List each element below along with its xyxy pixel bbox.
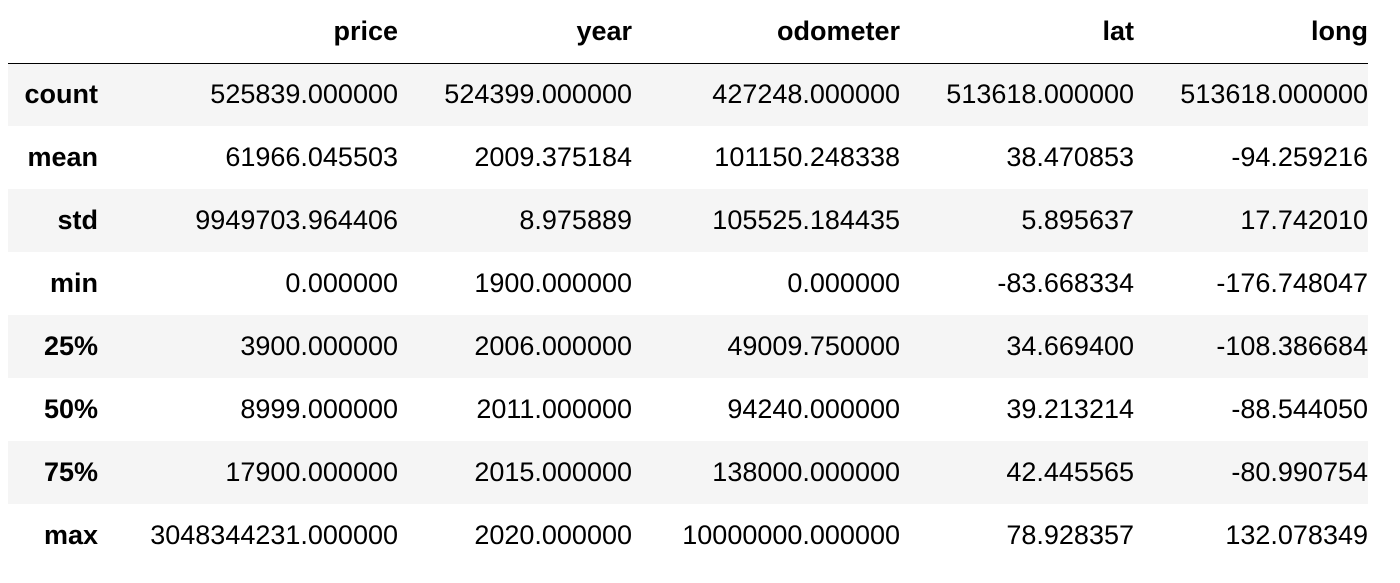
table-cell: 42.445565 bbox=[1006, 457, 1134, 487]
table-cell: 138000.000000 bbox=[712, 457, 900, 487]
table-row: max 3048344231.000000 2020.000000 100000… bbox=[8, 504, 1368, 567]
table-row: 75% 17900.000000 2015.000000 138000.0000… bbox=[8, 441, 1368, 504]
row-label: std bbox=[57, 205, 99, 235]
table-cell: 34.669400 bbox=[1006, 331, 1134, 361]
table-cell: 3048344231.000000 bbox=[150, 520, 398, 550]
column-header-long: long bbox=[1134, 0, 1368, 64]
table-cell: 0.000000 bbox=[787, 268, 900, 298]
table-cell: 101150.248338 bbox=[714, 142, 900, 172]
table-cell: 524399.000000 bbox=[444, 79, 632, 110]
column-header-price: price bbox=[98, 0, 398, 64]
table-cell: 9949703.964406 bbox=[195, 205, 398, 235]
table-cell: 2009.375184 bbox=[474, 142, 632, 172]
table-cell: -108.386684 bbox=[1216, 331, 1368, 361]
table-cell: 427248.000000 bbox=[712, 79, 900, 110]
table-row: mean 61966.045503 2009.375184 101150.248… bbox=[8, 126, 1368, 189]
row-label: mean bbox=[27, 142, 98, 172]
table-cell: 38.470853 bbox=[1006, 142, 1134, 172]
table-row: 50% 8999.000000 2011.000000 94240.000000… bbox=[8, 378, 1368, 441]
table-cell: 39.213214 bbox=[1006, 394, 1134, 424]
column-header-lat: lat bbox=[900, 0, 1134, 64]
table-cell: -94.259216 bbox=[1231, 142, 1368, 172]
row-label: count bbox=[24, 79, 99, 110]
table-cell: 5.895637 bbox=[1021, 205, 1134, 235]
table-cell: 105525.184435 bbox=[712, 205, 900, 235]
table-row: std 9949703.964406 8.975889 105525.18443… bbox=[8, 189, 1368, 252]
header-row: price year odometer lat long bbox=[8, 0, 1368, 64]
row-label: min bbox=[49, 268, 98, 298]
index-header bbox=[8, 0, 98, 64]
table-cell: 525839.000000 bbox=[210, 79, 398, 110]
table-cell: 513618.000000 bbox=[1180, 79, 1368, 110]
table-cell: 8.975889 bbox=[519, 205, 632, 235]
table-cell: 8999.000000 bbox=[240, 394, 398, 424]
table-cell: 3900.000000 bbox=[240, 331, 398, 361]
table-cell: 49009.750000 bbox=[727, 331, 900, 361]
table-cell: -83.668334 bbox=[997, 268, 1134, 298]
table-row: 25% 3900.000000 2006.000000 49009.750000… bbox=[8, 315, 1368, 378]
table-header: price year odometer lat long bbox=[8, 0, 1368, 64]
table-cell: 513618.000000 bbox=[946, 79, 1134, 110]
table-cell: -88.544050 bbox=[1231, 394, 1368, 424]
dataframe-table: price year odometer lat long count 52583… bbox=[8, 0, 1368, 567]
table-cell: 132.078349 bbox=[1225, 520, 1368, 550]
table-cell: 10000000.000000 bbox=[682, 520, 900, 550]
column-header-year: year bbox=[398, 0, 632, 64]
table-cell: 17.742010 bbox=[1240, 205, 1368, 235]
row-label: 25% bbox=[43, 331, 98, 361]
table-cell: 94240.000000 bbox=[727, 394, 900, 424]
table-cell: 2015.000000 bbox=[474, 457, 632, 487]
table-row: min 0.000000 1900.000000 0.000000 -83.66… bbox=[8, 252, 1368, 315]
column-header-odometer: odometer bbox=[632, 0, 900, 64]
table-cell: 1900.000000 bbox=[474, 268, 632, 298]
table-cell: 17900.000000 bbox=[225, 457, 398, 487]
table-cell: -176.748047 bbox=[1216, 268, 1368, 298]
row-label: max bbox=[43, 520, 98, 550]
table-cell: 2006.000000 bbox=[474, 331, 632, 361]
table-cell: -80.990754 bbox=[1231, 457, 1368, 487]
table-cell: 2020.000000 bbox=[474, 520, 632, 550]
row-label: 75% bbox=[43, 457, 98, 487]
table-cell: 78.928357 bbox=[1006, 520, 1134, 550]
table-body: count 525839.000000 524399.000000 427248… bbox=[8, 63, 1368, 567]
table-cell: 61966.045503 bbox=[225, 142, 398, 172]
table-cell: 2011.000000 bbox=[476, 394, 632, 424]
table-row: count 525839.000000 524399.000000 427248… bbox=[8, 63, 1368, 126]
row-label: 50% bbox=[43, 394, 98, 424]
table-cell: 0.000000 bbox=[285, 268, 398, 298]
